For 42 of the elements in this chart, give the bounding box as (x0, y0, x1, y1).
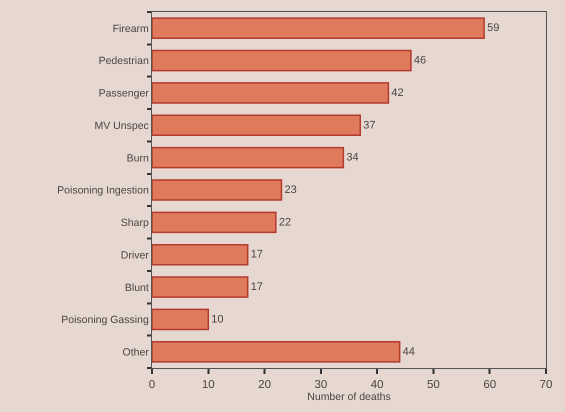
data-label: 10 (211, 313, 224, 326)
y-tick-label: Other (122, 346, 150, 358)
bar (152, 341, 400, 363)
x-tick-label: 0 (148, 378, 156, 391)
y-tick-label: Pedestrian (98, 55, 149, 68)
bar (152, 308, 210, 330)
x-tick-label: 70 (540, 378, 552, 391)
bar (152, 244, 248, 266)
x-tick-label: 40 (370, 378, 384, 391)
x-tick-label: 10 (202, 378, 215, 391)
y-tick-label: Firearm (112, 22, 150, 35)
y-tick-label: MV Unspec (94, 120, 149, 132)
x-tick-label: 50 (427, 378, 440, 391)
y-tick-label: Driver (120, 249, 150, 262)
bar (152, 50, 412, 72)
y-tick-label: Poisoning Ingestion (57, 184, 149, 197)
data-label: 46 (414, 54, 426, 67)
bar (152, 276, 248, 298)
x-tick-label: 60 (483, 378, 496, 391)
bar (152, 82, 390, 104)
bar (152, 114, 362, 136)
y-tick-label: Passenger (98, 88, 150, 100)
data-label: 59 (487, 22, 500, 34)
x-tick-label: 20 (258, 378, 271, 391)
data-label: 17 (250, 281, 263, 294)
bar (152, 17, 485, 39)
y-tick-label: Burn (126, 152, 149, 164)
data-label: 22 (278, 216, 292, 228)
data-label: 37 (363, 119, 376, 132)
bar (152, 146, 344, 168)
data-label: 34 (346, 152, 359, 164)
bar (152, 179, 282, 201)
y-tick-label: Blunt (124, 282, 149, 294)
bar (152, 212, 277, 234)
data-label: 23 (284, 184, 297, 196)
x-tick-label: 30 (314, 378, 328, 391)
data-label: 17 (250, 248, 263, 261)
x-axis-title: Number of deaths (307, 390, 391, 403)
data-label: 44 (402, 346, 415, 358)
y-tick-label: Sharp (120, 217, 149, 230)
data-label: 42 (391, 86, 404, 99)
y-tick-label: Poisoning Gassing (61, 314, 149, 326)
